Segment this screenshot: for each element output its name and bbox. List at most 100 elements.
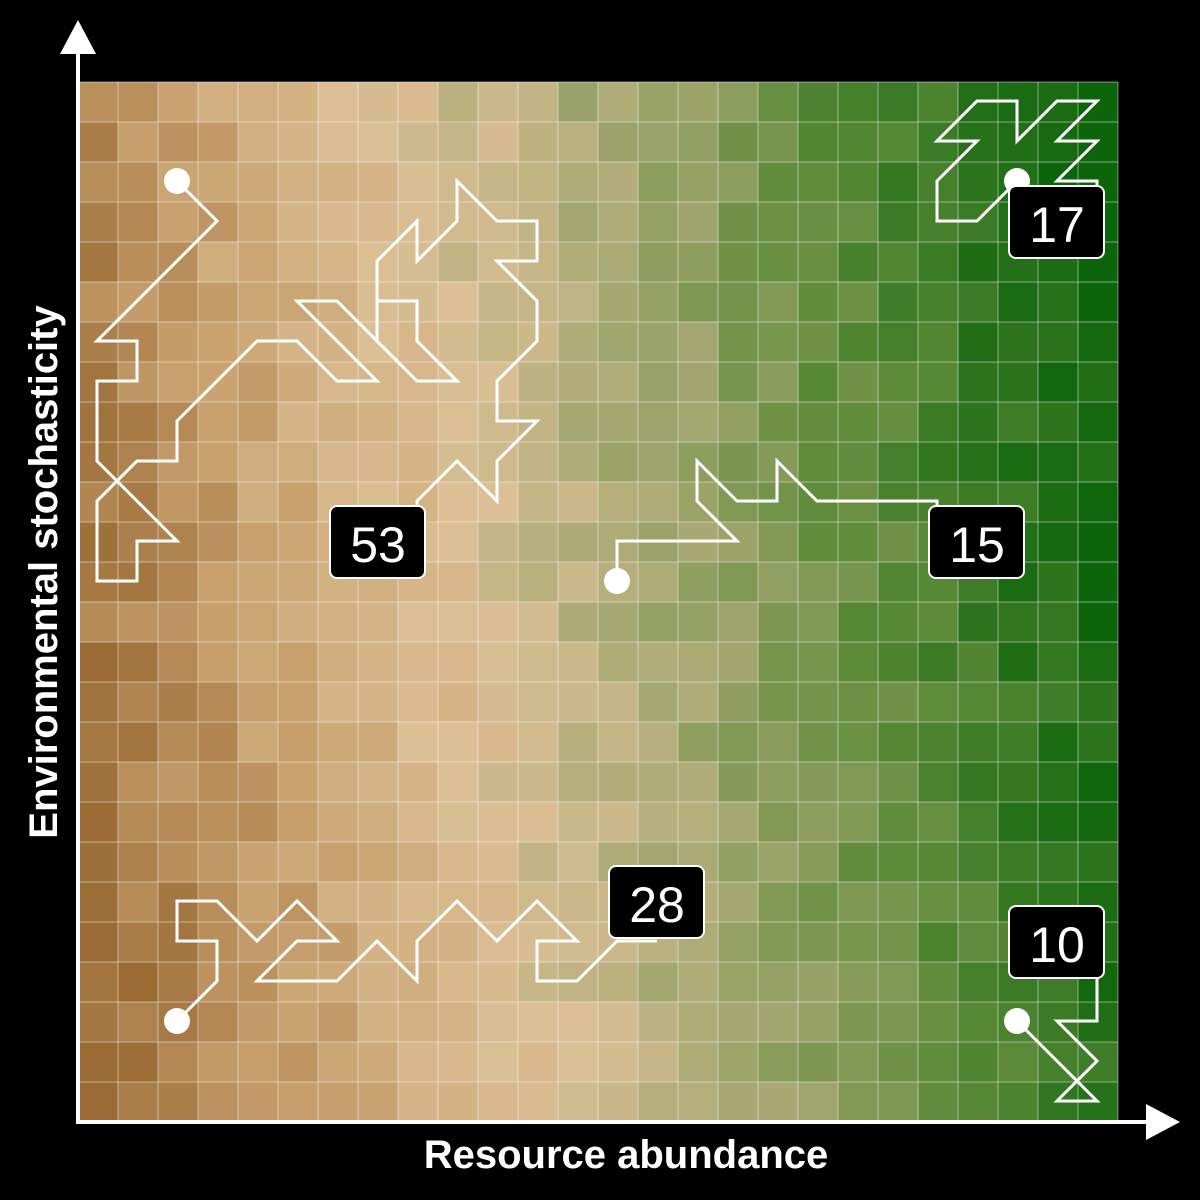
grid-cell [158,122,198,162]
grid-cell [798,442,838,482]
grid-cell [398,1042,438,1082]
grid-cell [878,522,918,562]
grid-cell [718,362,758,402]
grid-cell [838,882,878,922]
grid-cell [918,762,958,802]
grid-cell [918,802,958,842]
grid-cell [358,82,398,122]
grid-cell [758,722,798,762]
grid-cell [878,802,918,842]
grid-cell [78,202,118,242]
grid-cell [798,842,838,882]
grid-cell [278,482,318,522]
grid-cell [798,402,838,442]
grid-cell [758,122,798,162]
grid-cell [238,1082,278,1122]
grid-cell [198,82,238,122]
grid-cell [798,642,838,682]
grid-cell [718,162,758,202]
grid-cell [1038,682,1078,722]
grid-cell [558,282,598,322]
grid-cell [918,602,958,642]
grid-cell [318,122,358,162]
grid-cell [398,842,438,882]
grid-cell [198,642,238,682]
grid-cell [598,642,638,682]
grid-cell [518,162,558,202]
grid-cell [918,322,958,362]
grid-cell [238,602,278,642]
grid-cell [478,562,518,602]
grid-cell [678,162,718,202]
grid-cell [398,682,438,722]
grid-cell [158,722,198,762]
grid-cell [718,802,758,842]
grid-cell [838,562,878,602]
grid-cell [638,82,678,122]
trajectory-label-box [329,505,426,579]
grid-cell [878,1002,918,1042]
grid-cell [78,602,118,642]
grid-cell [598,82,638,122]
grid-cell [518,522,558,562]
grid-cell [798,602,838,642]
grid-cell [718,642,758,682]
grid-cell [318,82,358,122]
trajectory-label-box [1008,185,1105,259]
grid-cell [438,802,478,842]
grid-cell [598,122,638,162]
grid-cell [918,1002,958,1042]
grid-cell [718,122,758,162]
grid-cell [638,362,678,402]
trajectory-label: 17 [1029,197,1085,253]
grid-cell [358,1002,398,1042]
grid-cell [158,682,198,722]
grid-cell [878,282,918,322]
grid-cell [278,842,318,882]
grid-cell [78,642,118,682]
grid-cell [678,202,718,242]
grid-cell [518,562,558,602]
grid-cell [678,122,718,162]
grid-cell [518,602,558,642]
grid-cell [678,602,718,642]
grid-cell [558,842,598,882]
grid-cell [998,842,1038,882]
grid-cell [238,722,278,762]
grid-cell [318,1082,358,1122]
grid-cell [278,802,318,842]
grid-cell [958,842,998,882]
grid-cell [438,962,478,1002]
grid-cell [958,722,998,762]
grid-cell [398,642,438,682]
grid-cell [598,962,638,1002]
grid-cell [398,762,438,802]
grid-cell [438,242,478,282]
grid-cell [598,1082,638,1122]
grid-cell [358,402,398,442]
grid-cell [558,642,598,682]
trajectory-label-box [608,865,705,939]
grid-cell [838,362,878,402]
grid-cell [1038,762,1078,802]
grid-cell [438,682,478,722]
grid-cell [278,442,318,482]
grid-cell [78,882,118,922]
grid-cell [998,602,1038,642]
grid-cell [1078,602,1118,642]
grid-cell [518,802,558,842]
grid-cell [398,402,438,442]
grid-cell [598,242,638,282]
grid-cell [478,282,518,322]
grid-cell [478,642,518,682]
grid-cell [398,442,438,482]
grid-cell [158,82,198,122]
grid-cell [838,1002,878,1042]
grid-cell [438,562,478,602]
grid-cell [1038,442,1078,482]
grid-cell [398,602,438,642]
grid-cell [958,322,998,362]
grid-cell [478,162,518,202]
grid-cell [638,1042,678,1082]
grid-cell [798,82,838,122]
